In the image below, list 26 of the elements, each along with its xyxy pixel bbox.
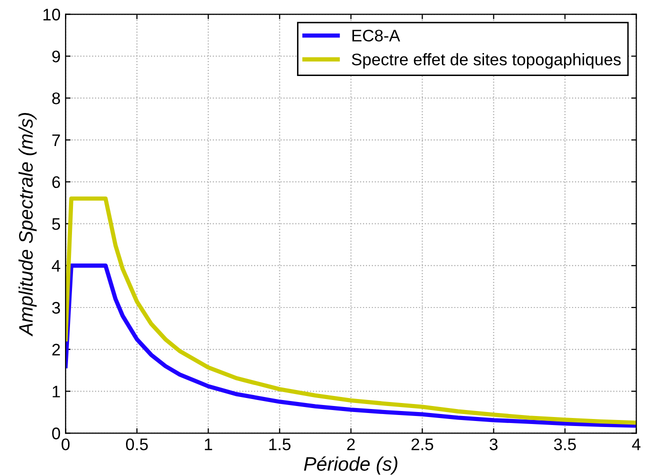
y-tick-label: 5	[52, 218, 60, 230]
x-axis-title: Période (s)	[304, 456, 398, 475]
y-tick-label: 4	[52, 260, 60, 272]
y-tick-label: 10	[43, 8, 60, 20]
x-tick-label: 2.5	[412, 438, 434, 450]
legend-label: Spectre effet de sites topogaphiques	[352, 53, 621, 69]
x-tick-label: 3	[490, 438, 498, 450]
y-axis-title: Amplitude Spectrale (m/s)	[18, 113, 37, 337]
legend-label: EC8-A	[352, 30, 400, 42]
x-tick-label: 0.5	[126, 438, 148, 450]
y-tick-label: 8	[52, 92, 60, 104]
x-tick-label: 0	[62, 438, 70, 450]
y-tick-label: 9	[52, 50, 60, 62]
x-tick-label: 2	[347, 438, 355, 450]
y-tick-label: 1	[52, 386, 60, 398]
y-tick-label: 6	[52, 176, 60, 188]
line-series	[66, 196, 636, 425]
y-tick-label: 0	[52, 428, 60, 440]
y-tick-label: 2	[52, 344, 60, 356]
x-tick-label: 3.5	[554, 438, 576, 450]
line-series	[66, 264, 636, 428]
x-tick-label: 1	[204, 438, 212, 450]
x-tick-label: 4	[632, 438, 640, 450]
x-tick-label: 1.5	[269, 438, 291, 450]
y-tick-label: 7	[52, 134, 60, 146]
y-tick-label: 3	[52, 302, 60, 314]
